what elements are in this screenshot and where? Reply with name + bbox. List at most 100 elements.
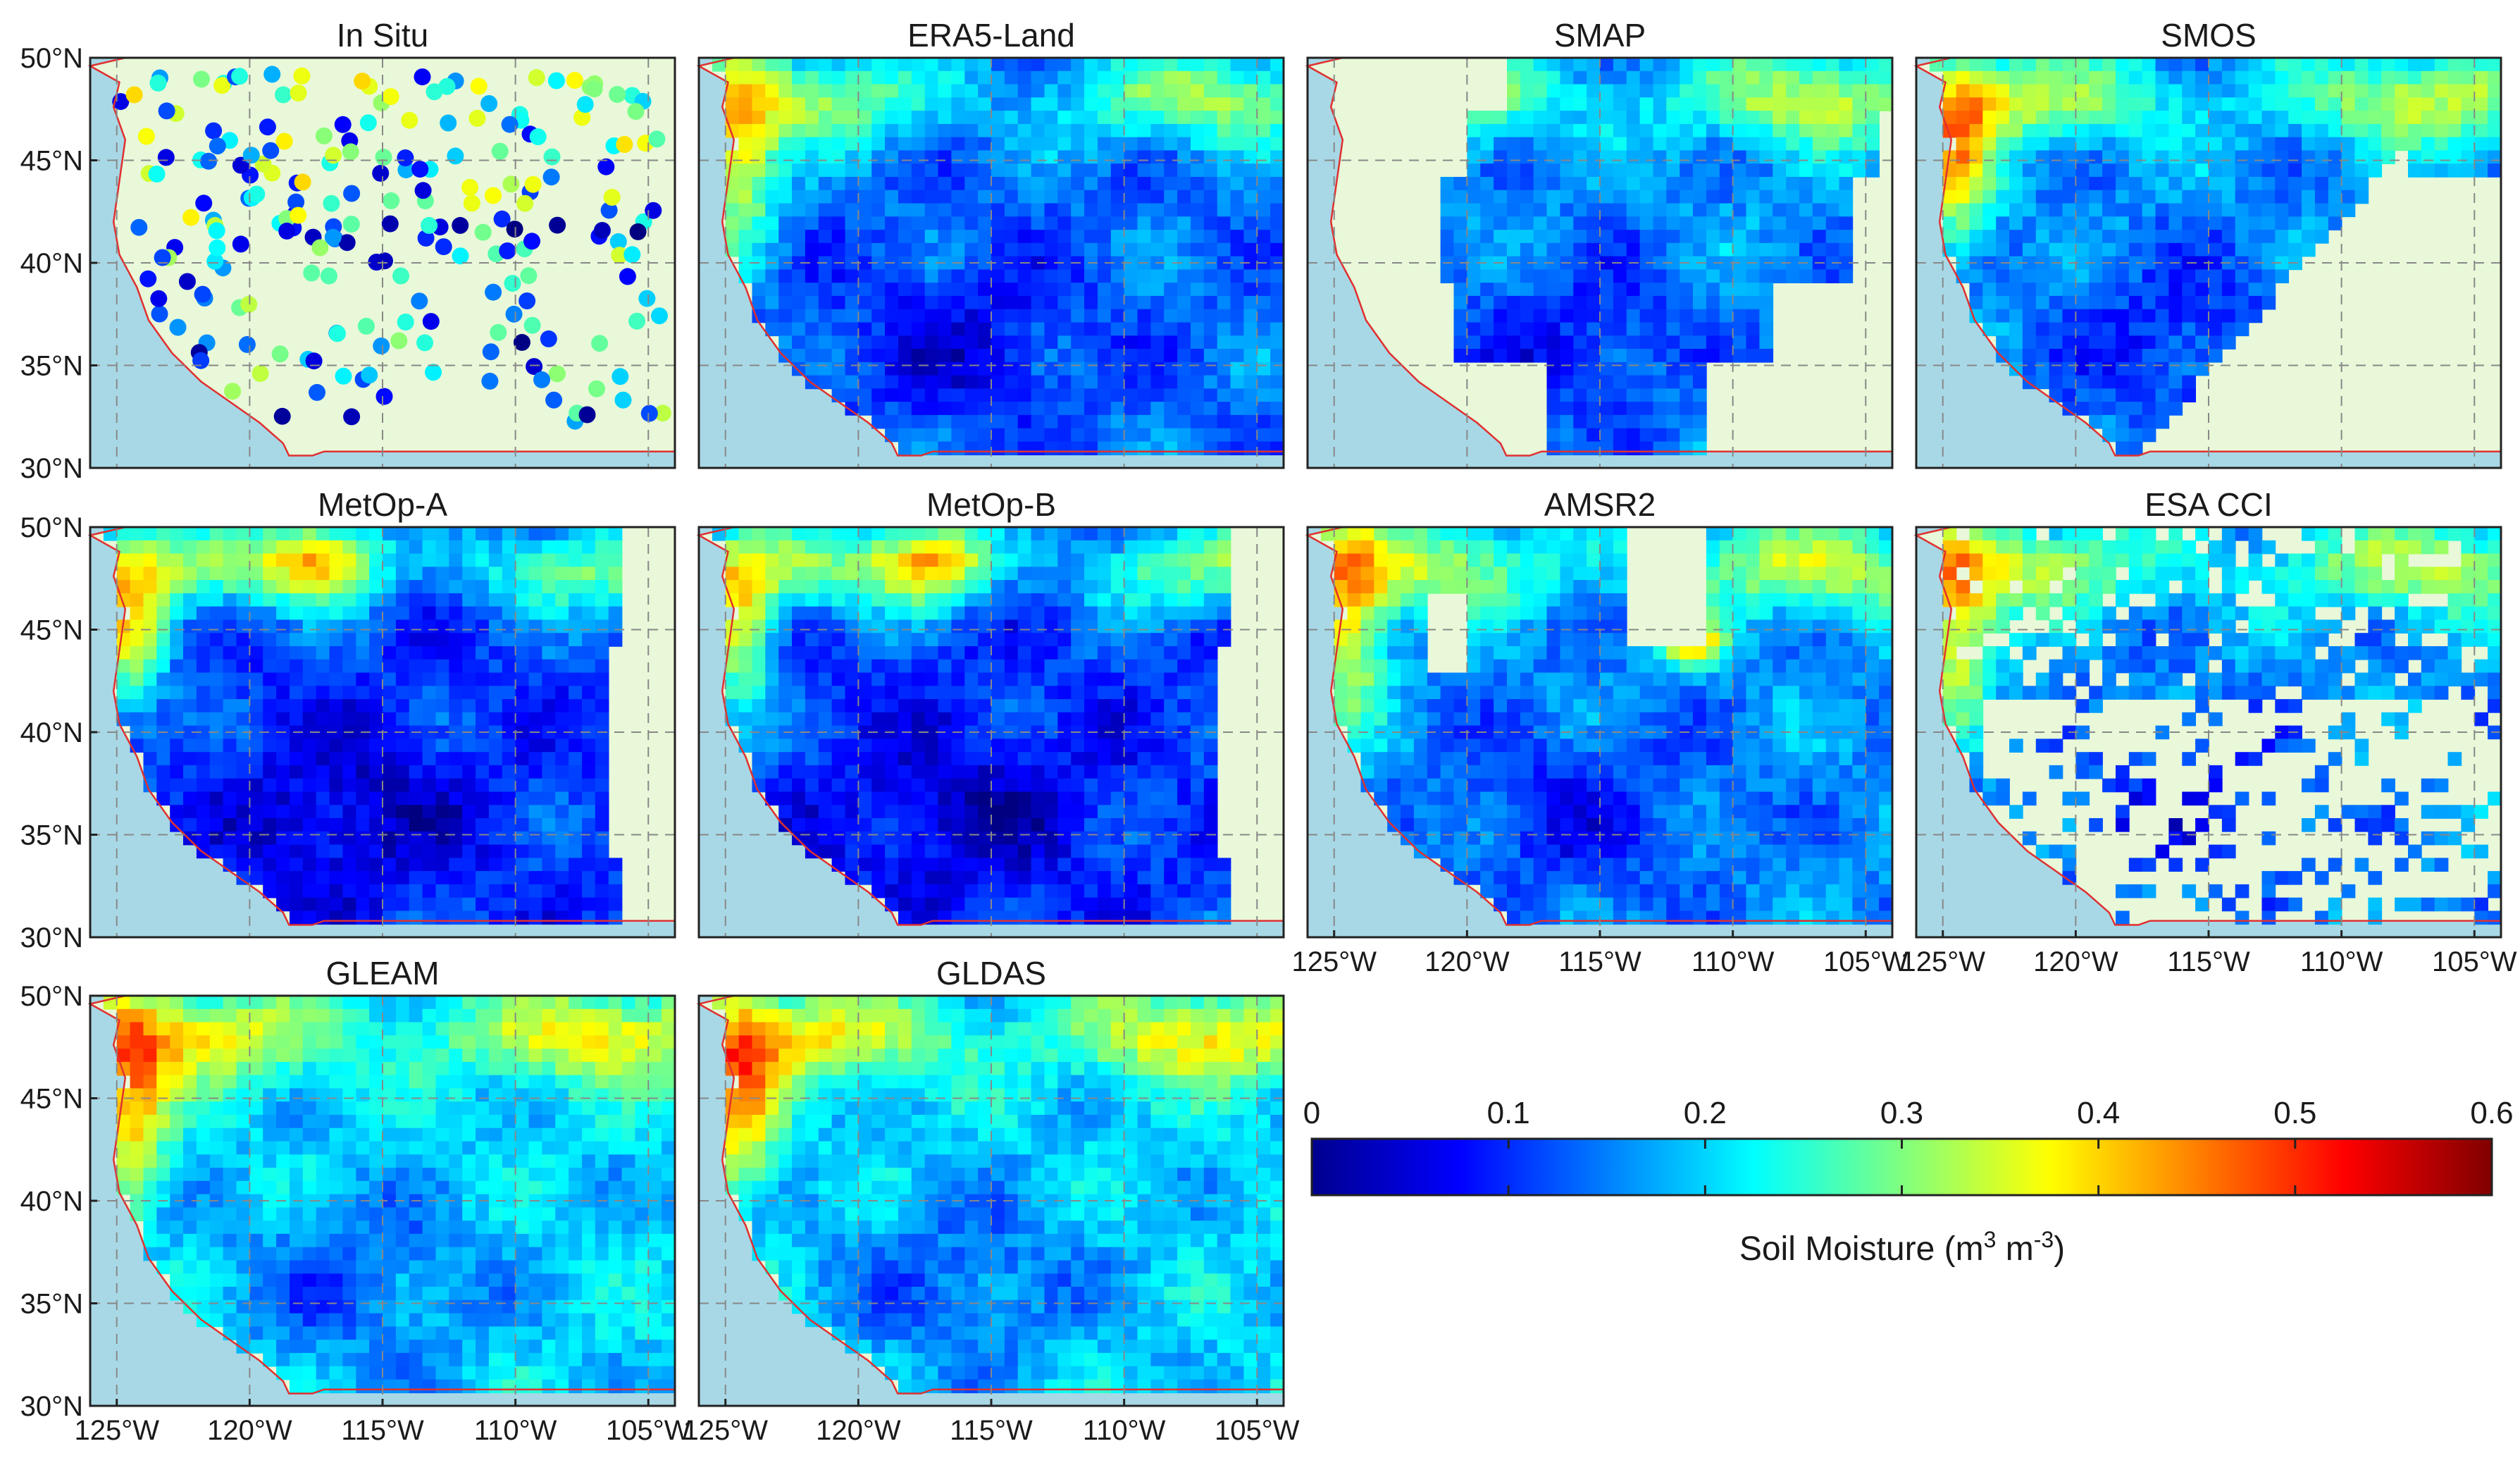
soil-moisture-cell xyxy=(2155,58,2170,72)
soil-moisture-cell xyxy=(978,97,992,111)
soil-moisture-cell xyxy=(991,428,1005,443)
soil-moisture-cell xyxy=(2488,111,2502,125)
soil-moisture-cell xyxy=(2182,84,2196,99)
soil-moisture-cell xyxy=(1004,765,1019,779)
soil-moisture-cell xyxy=(515,567,530,581)
soil-moisture-cell xyxy=(1639,309,1654,323)
soil-moisture-cell xyxy=(2062,150,2077,164)
soil-moisture-cell xyxy=(871,672,886,687)
soil-moisture-cell xyxy=(1732,190,1747,204)
soil-moisture-cell xyxy=(170,778,184,793)
soil-moisture-cell xyxy=(2142,375,2156,390)
soil-moisture-cell xyxy=(1982,216,1997,230)
soil-moisture-cell xyxy=(1057,230,1072,244)
panel-title: In Situ xyxy=(337,17,428,54)
soil-moisture-cell xyxy=(1150,527,1165,541)
soil-moisture-cell xyxy=(1191,844,1205,859)
soil-moisture-cell xyxy=(263,593,277,607)
soil-moisture-cell xyxy=(1600,123,1614,138)
soil-moisture-cell xyxy=(924,177,939,191)
soil-moisture-cell xyxy=(263,540,277,555)
soil-moisture-cell xyxy=(435,739,450,753)
soil-moisture-cell xyxy=(1191,428,1205,443)
soil-moisture-cell xyxy=(2155,137,2170,152)
soil-moisture-cell xyxy=(1587,203,1601,218)
soil-moisture-cell xyxy=(2128,58,2143,72)
soil-moisture-cell xyxy=(911,177,926,191)
soil-moisture-cell xyxy=(290,884,304,898)
soil-moisture-cell xyxy=(792,256,806,271)
soil-moisture-cell xyxy=(1507,58,1521,72)
soil-moisture-cell xyxy=(2075,256,2090,271)
soil-moisture-cell xyxy=(2009,230,2023,244)
soil-moisture-cell xyxy=(725,111,740,125)
soil-moisture-cell xyxy=(1097,375,1112,390)
soil-moisture-cell xyxy=(569,633,583,647)
soil-moisture-cell xyxy=(2275,163,2289,178)
soil-moisture-cell xyxy=(1110,831,1125,846)
soil-moisture-cell xyxy=(1257,150,1271,164)
soil-moisture-cell xyxy=(236,805,251,819)
soil-moisture-cell xyxy=(1110,739,1125,753)
soil-moisture-cell xyxy=(2022,123,2037,138)
soil-moisture-cell xyxy=(871,388,886,402)
soil-moisture-cell xyxy=(369,699,383,713)
soil-moisture-cell xyxy=(1150,699,1165,713)
soil-moisture-cell xyxy=(1164,567,1178,581)
soil-moisture-cell xyxy=(1217,540,1231,555)
soil-moisture-cell xyxy=(1600,375,1614,390)
soil-moisture-cell xyxy=(2195,203,2209,218)
soil-moisture-cell xyxy=(356,844,370,859)
soil-moisture-cell xyxy=(409,858,423,872)
soil-moisture-cell xyxy=(805,778,819,793)
soil-moisture-cell xyxy=(938,858,952,872)
soil-moisture-cell xyxy=(1600,177,1614,191)
soil-moisture-cell xyxy=(422,672,437,687)
soil-moisture-cell xyxy=(951,844,966,859)
soil-moisture-cell xyxy=(1230,123,1245,138)
soil-moisture-cell xyxy=(738,163,753,178)
soil-moisture-cell xyxy=(1004,619,1019,634)
soil-moisture-cell xyxy=(156,712,170,727)
soil-moisture-cell xyxy=(1097,137,1112,152)
soil-moisture-cell xyxy=(1587,242,1601,257)
station-marker xyxy=(290,206,307,224)
soil-moisture-cell xyxy=(395,791,410,806)
soil-moisture-cell xyxy=(2035,230,2050,244)
soil-moisture-cell xyxy=(528,765,543,779)
soil-moisture-cell xyxy=(1520,84,1534,99)
soil-moisture-cell xyxy=(871,553,886,568)
soil-moisture-cell xyxy=(263,871,277,885)
soil-moisture-cell xyxy=(964,123,979,138)
soil-moisture-cell xyxy=(792,283,806,297)
soil-moisture-cell xyxy=(1177,818,1191,832)
soil-moisture-cell xyxy=(2421,150,2435,164)
soil-moisture-cell xyxy=(555,619,569,634)
soil-moisture-cell xyxy=(595,633,609,647)
soil-moisture-cell xyxy=(964,805,979,819)
soil-moisture-cell xyxy=(528,778,543,793)
soil-moisture-cell xyxy=(911,269,926,283)
soil-moisture-cell xyxy=(196,606,211,621)
soil-moisture-cell xyxy=(1004,335,1019,350)
soil-moisture-cell xyxy=(2195,58,2209,72)
soil-moisture-cell xyxy=(911,375,926,390)
soil-moisture-cell xyxy=(1097,256,1112,271)
soil-moisture-cell xyxy=(938,190,952,204)
soil-moisture-cell xyxy=(1057,567,1072,581)
soil-moisture-cell xyxy=(1137,712,1152,727)
soil-moisture-cell xyxy=(2408,111,2422,125)
soil-moisture-cell xyxy=(2261,150,2276,164)
soil-moisture-cell xyxy=(1071,269,1085,283)
soil-moisture-cell xyxy=(2142,295,2156,310)
soil-moisture-cell xyxy=(1150,309,1165,323)
soil-moisture-cell xyxy=(1786,150,1800,164)
soil-moisture-cell xyxy=(831,322,846,337)
soil-moisture-cell xyxy=(2488,150,2502,164)
station-marker xyxy=(609,86,626,103)
soil-moisture-cell xyxy=(2062,216,2077,230)
soil-moisture-cell xyxy=(1097,295,1112,310)
station-marker xyxy=(520,267,538,285)
soil-moisture-cell xyxy=(1191,619,1205,634)
soil-moisture-cell xyxy=(488,752,503,766)
